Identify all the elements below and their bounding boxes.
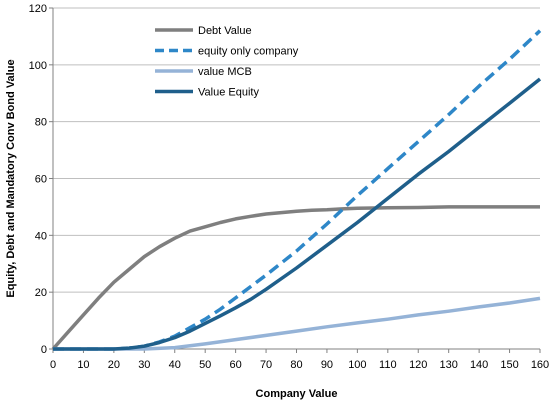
- x-tick-label-1: 10: [77, 359, 89, 371]
- y-axis-ticks: 0 20 40 60 80 100 120: [29, 3, 53, 356]
- y-tick-label-6: 120: [29, 3, 47, 15]
- x-tick-label-0: 0: [50, 359, 56, 371]
- x-tick-label-5: 50: [199, 359, 211, 371]
- y-tick-label-0: 0: [41, 344, 47, 356]
- series-line-equity-only-company: [53, 29, 542, 351]
- x-tick-label-6: 60: [230, 359, 242, 371]
- x-tick-label-10: 100: [348, 359, 366, 371]
- x-tick-label-3: 30: [138, 359, 150, 371]
- y-axis-title: Equity, Debt and Mandatory Conv Bond Val…: [5, 59, 17, 297]
- series-line-value-mcb: [53, 296, 541, 351]
- x-tick-label-16: 160: [531, 359, 549, 371]
- y-tick-label-4: 80: [35, 117, 47, 129]
- legend-label-value-equity: Value Equity: [198, 87, 259, 99]
- y-tick-label-2: 40: [35, 230, 47, 242]
- legend: Debt Value equity only company value MCB Va…: [155, 25, 299, 99]
- x-axis-ticks: 0 10 20 30 40 50 60 70 80 90 100 110 120 130 140 150 160: [50, 349, 549, 371]
- x-tick-label-13: 130: [440, 359, 458, 371]
- x-tick-label-15: 150: [500, 359, 518, 371]
- series-line-value-equity: [53, 77, 542, 351]
- series-line-debt-value: [51, 205, 540, 351]
- x-tick-label-14: 140: [470, 359, 488, 371]
- x-tick-label-9: 90: [321, 359, 333, 371]
- y-tick-label-5: 100: [29, 60, 47, 72]
- y-tick-label-1: 20: [35, 287, 47, 299]
- x-tick-label-7: 70: [260, 359, 272, 371]
- legend-label-equity-only-company: equity only company: [198, 46, 299, 58]
- legend-label-value-mcb: value MCB: [198, 66, 252, 78]
- x-tick-label-8: 80: [290, 359, 302, 371]
- series-lines: [51, 29, 542, 351]
- x-tick-label-2: 20: [108, 359, 120, 371]
- grid-lines: [53, 7, 540, 293]
- y-tick-label-3: 60: [35, 174, 47, 186]
- legend-label-debt-value: Debt Value: [198, 25, 252, 37]
- x-tick-label-4: 40: [169, 359, 181, 371]
- x-tick-label-12: 120: [409, 359, 427, 371]
- x-axis-title: Company Value: [256, 388, 338, 400]
- x-tick-label-11: 110: [379, 359, 397, 371]
